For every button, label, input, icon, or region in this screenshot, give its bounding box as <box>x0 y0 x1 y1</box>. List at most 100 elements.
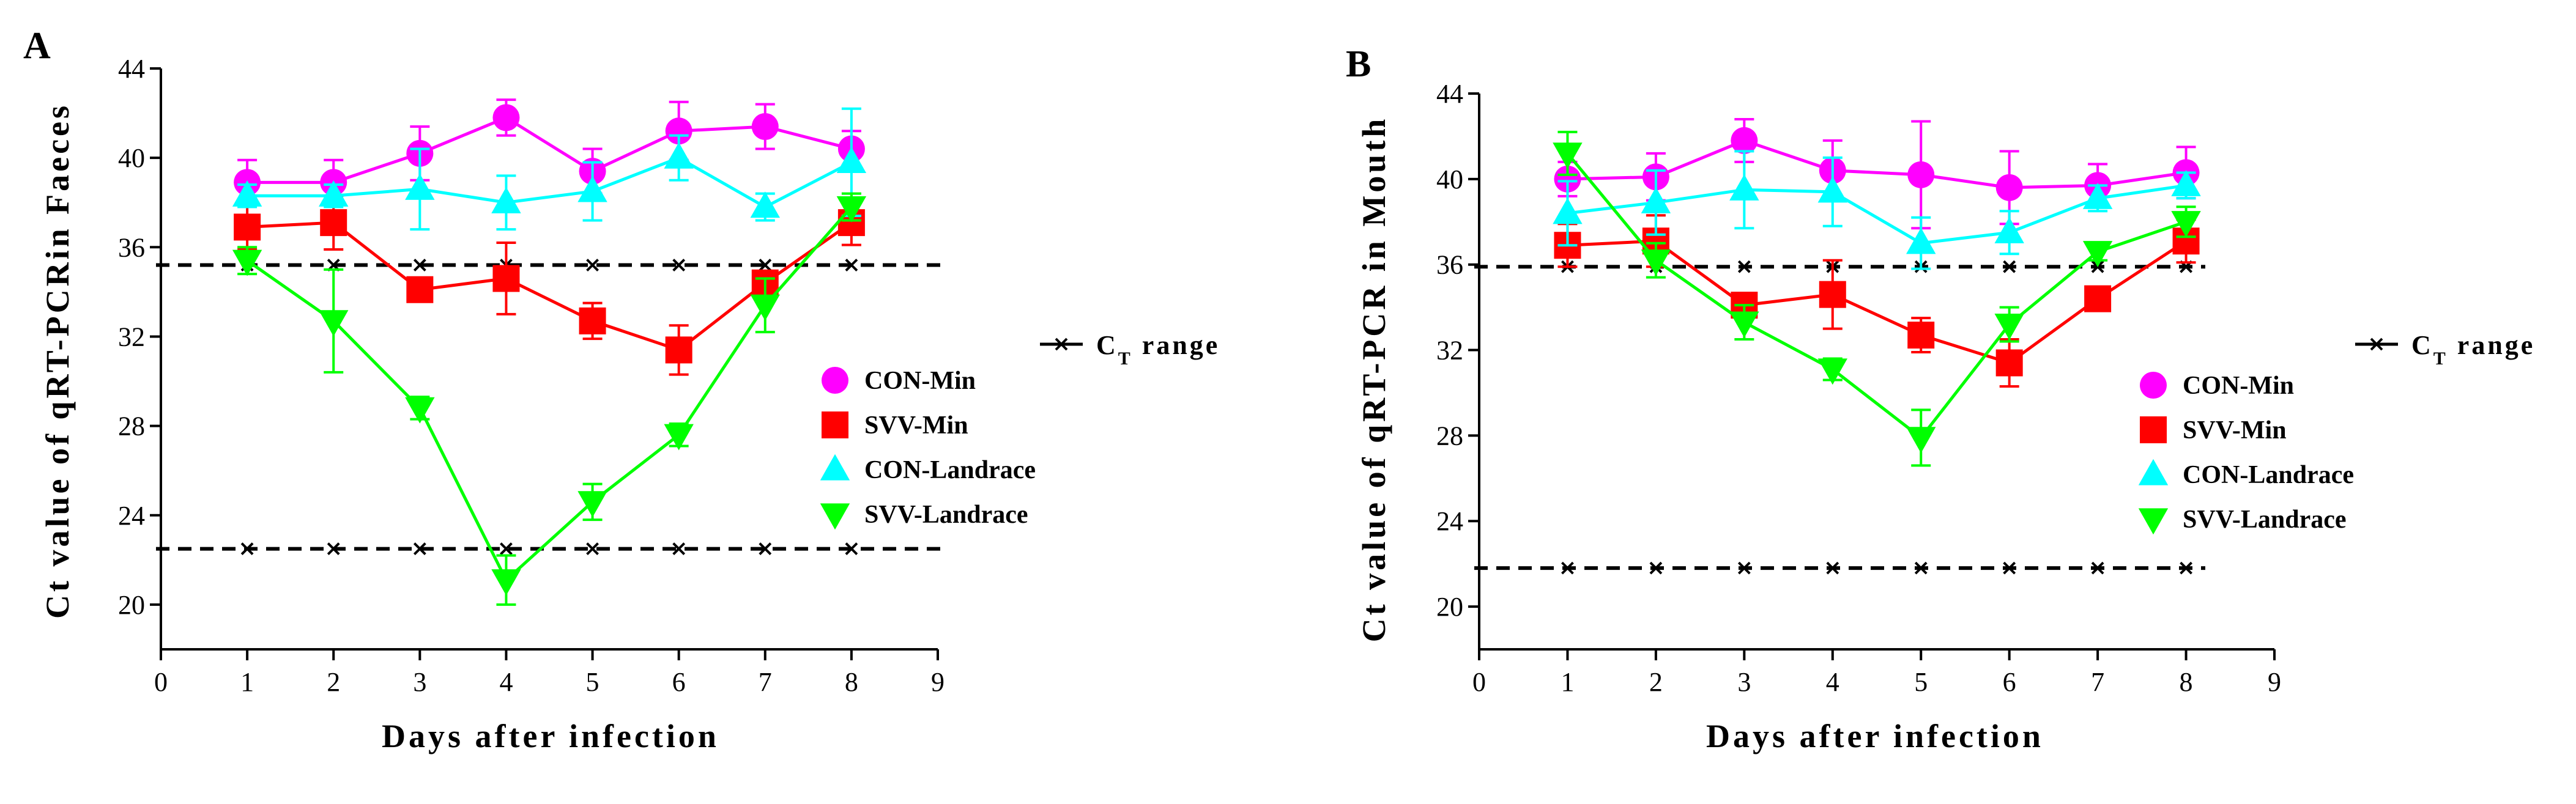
data-point <box>664 424 694 451</box>
series-line <box>1567 183 2186 245</box>
data-point <box>2171 211 2201 238</box>
data-point <box>491 569 521 596</box>
y-axis-title: Ct value of qRT-PCR in Mouth <box>1356 116 1392 643</box>
data-point <box>319 180 349 207</box>
data-point <box>1553 197 1583 224</box>
ct-range-label-sub: T <box>2433 349 2448 369</box>
ct-range-label-rest: range <box>1133 330 1220 360</box>
data-point <box>750 191 780 218</box>
ct-range-legend: CT range <box>2355 330 2535 369</box>
data-point <box>2171 170 2201 196</box>
x-tick-label: 6 <box>2003 667 2016 697</box>
x-tick-label: 4 <box>499 667 513 697</box>
data-point <box>492 265 520 292</box>
y-tick-label: 24 <box>1436 506 1463 536</box>
x-tick-label: 5 <box>586 667 599 697</box>
ct-range-marker <box>1914 561 1928 575</box>
legend-item: CON-Landrace <box>820 454 1036 484</box>
y-tick-label: 28 <box>118 411 145 441</box>
legend-marker <box>822 411 848 438</box>
ct-range-legend-marker <box>2370 337 2383 351</box>
data-point <box>405 174 435 200</box>
ct-range-label-rest: range <box>2448 330 2536 360</box>
legend-item: SVV-Min <box>2140 416 2287 444</box>
ct-range-marker <box>672 259 686 271</box>
x-tick-label: 0 <box>1472 667 1486 697</box>
data-point <box>577 175 607 202</box>
x-tick-label: 9 <box>931 667 945 697</box>
ct-range-marker <box>500 542 513 555</box>
series-line <box>1567 139 2186 190</box>
data-point <box>579 307 606 334</box>
x-tick-label: 4 <box>1826 667 1839 697</box>
x-tick-label: 8 <box>845 667 858 697</box>
axes: 20 24 28 32 36 40 44 0 1 2 3 4 5 6 7 8 9 <box>1436 79 2281 697</box>
x-tick-label: 1 <box>1561 667 1574 697</box>
legend-label: SVV-Landrace <box>2183 506 2347 534</box>
series-svv-landrace <box>1553 130 2201 467</box>
legend-item: SVV-Landrace <box>2138 506 2347 535</box>
ct-range-marker <box>2180 561 2192 575</box>
ct-range-marker <box>1737 561 1751 575</box>
data-point <box>665 336 692 364</box>
chart-panel-b: B Ct value of qRT-PCR in Mouth Days afte… <box>1346 43 2535 754</box>
data-point <box>1995 349 2023 377</box>
ct-range-legend-label: CT range <box>2411 330 2535 369</box>
ct-range-marker <box>845 259 858 271</box>
x-tick-label: 0 <box>154 667 168 697</box>
y-tick-label: 44 <box>1436 79 1463 109</box>
data-point <box>1731 127 1758 154</box>
series-svv-min <box>234 194 865 376</box>
data-point <box>1817 176 1847 203</box>
ct-range-label-sub: T <box>1118 349 1133 369</box>
legend-label: SVV-Min <box>864 411 968 440</box>
legend-item: SVV-Min <box>822 411 968 440</box>
legend-item: SVV-Landrace <box>820 501 1028 530</box>
legend-marker <box>2140 372 2167 399</box>
data-point <box>406 276 434 303</box>
ct-range-legend-label: CT range <box>1096 330 1220 369</box>
series-line <box>1566 152 2187 440</box>
x-tick-label: 2 <box>327 667 340 697</box>
y-tick-label: 40 <box>1436 164 1463 194</box>
y-tick-label: 36 <box>1436 250 1463 280</box>
series-line <box>247 156 853 209</box>
y-tick-label: 20 <box>118 590 145 620</box>
legend: CON-Min SVV-Min CON-Landrace SVV-Landrace <box>2138 372 2354 535</box>
data-point <box>1994 313 2024 340</box>
data-point <box>1819 281 1846 308</box>
legend-label: CON-Landrace <box>864 456 1036 484</box>
x-axis-title: Days after infection <box>382 718 719 754</box>
data-point <box>1554 165 1581 193</box>
data-point <box>751 113 779 140</box>
legend-label: CON-Landrace <box>2183 461 2354 489</box>
ct-range-marker <box>2003 561 2016 575</box>
legend-label: CON-Min <box>864 367 976 395</box>
x-tick-label: 5 <box>1914 667 1928 697</box>
data-point <box>1817 358 1847 385</box>
data-point <box>1906 227 1936 254</box>
x-tick-label: 7 <box>759 667 772 697</box>
data-point <box>1641 249 1671 276</box>
axes: 20 24 28 32 36 40 44 0 1 2 3 4 5 6 7 8 9 <box>118 54 945 697</box>
ct-range-marker <box>413 542 426 555</box>
legend-marker <box>2138 508 2169 535</box>
series-line <box>247 221 853 352</box>
legend-item: CON-Min <box>2140 372 2294 400</box>
data-point <box>2082 183 2113 209</box>
data-point <box>1906 427 1936 454</box>
x-tick-label: 9 <box>2268 667 2281 697</box>
ct-range-marker <box>2003 260 2016 273</box>
legend-marker <box>820 454 850 481</box>
ct-range-marker <box>327 542 340 555</box>
y-tick-label: 32 <box>118 322 145 352</box>
legend-marker <box>822 367 848 394</box>
legend: CON-Min SVV-Min CON-Landrace SVV-Landrace <box>820 367 1036 530</box>
ct-range-marker <box>413 259 426 271</box>
ct-range-marker <box>672 542 686 555</box>
series-con-landrace <box>232 107 867 231</box>
data-point <box>405 397 435 424</box>
y-tick-label: 32 <box>1436 336 1463 366</box>
data-point <box>665 117 692 145</box>
data-point <box>1729 311 1759 338</box>
